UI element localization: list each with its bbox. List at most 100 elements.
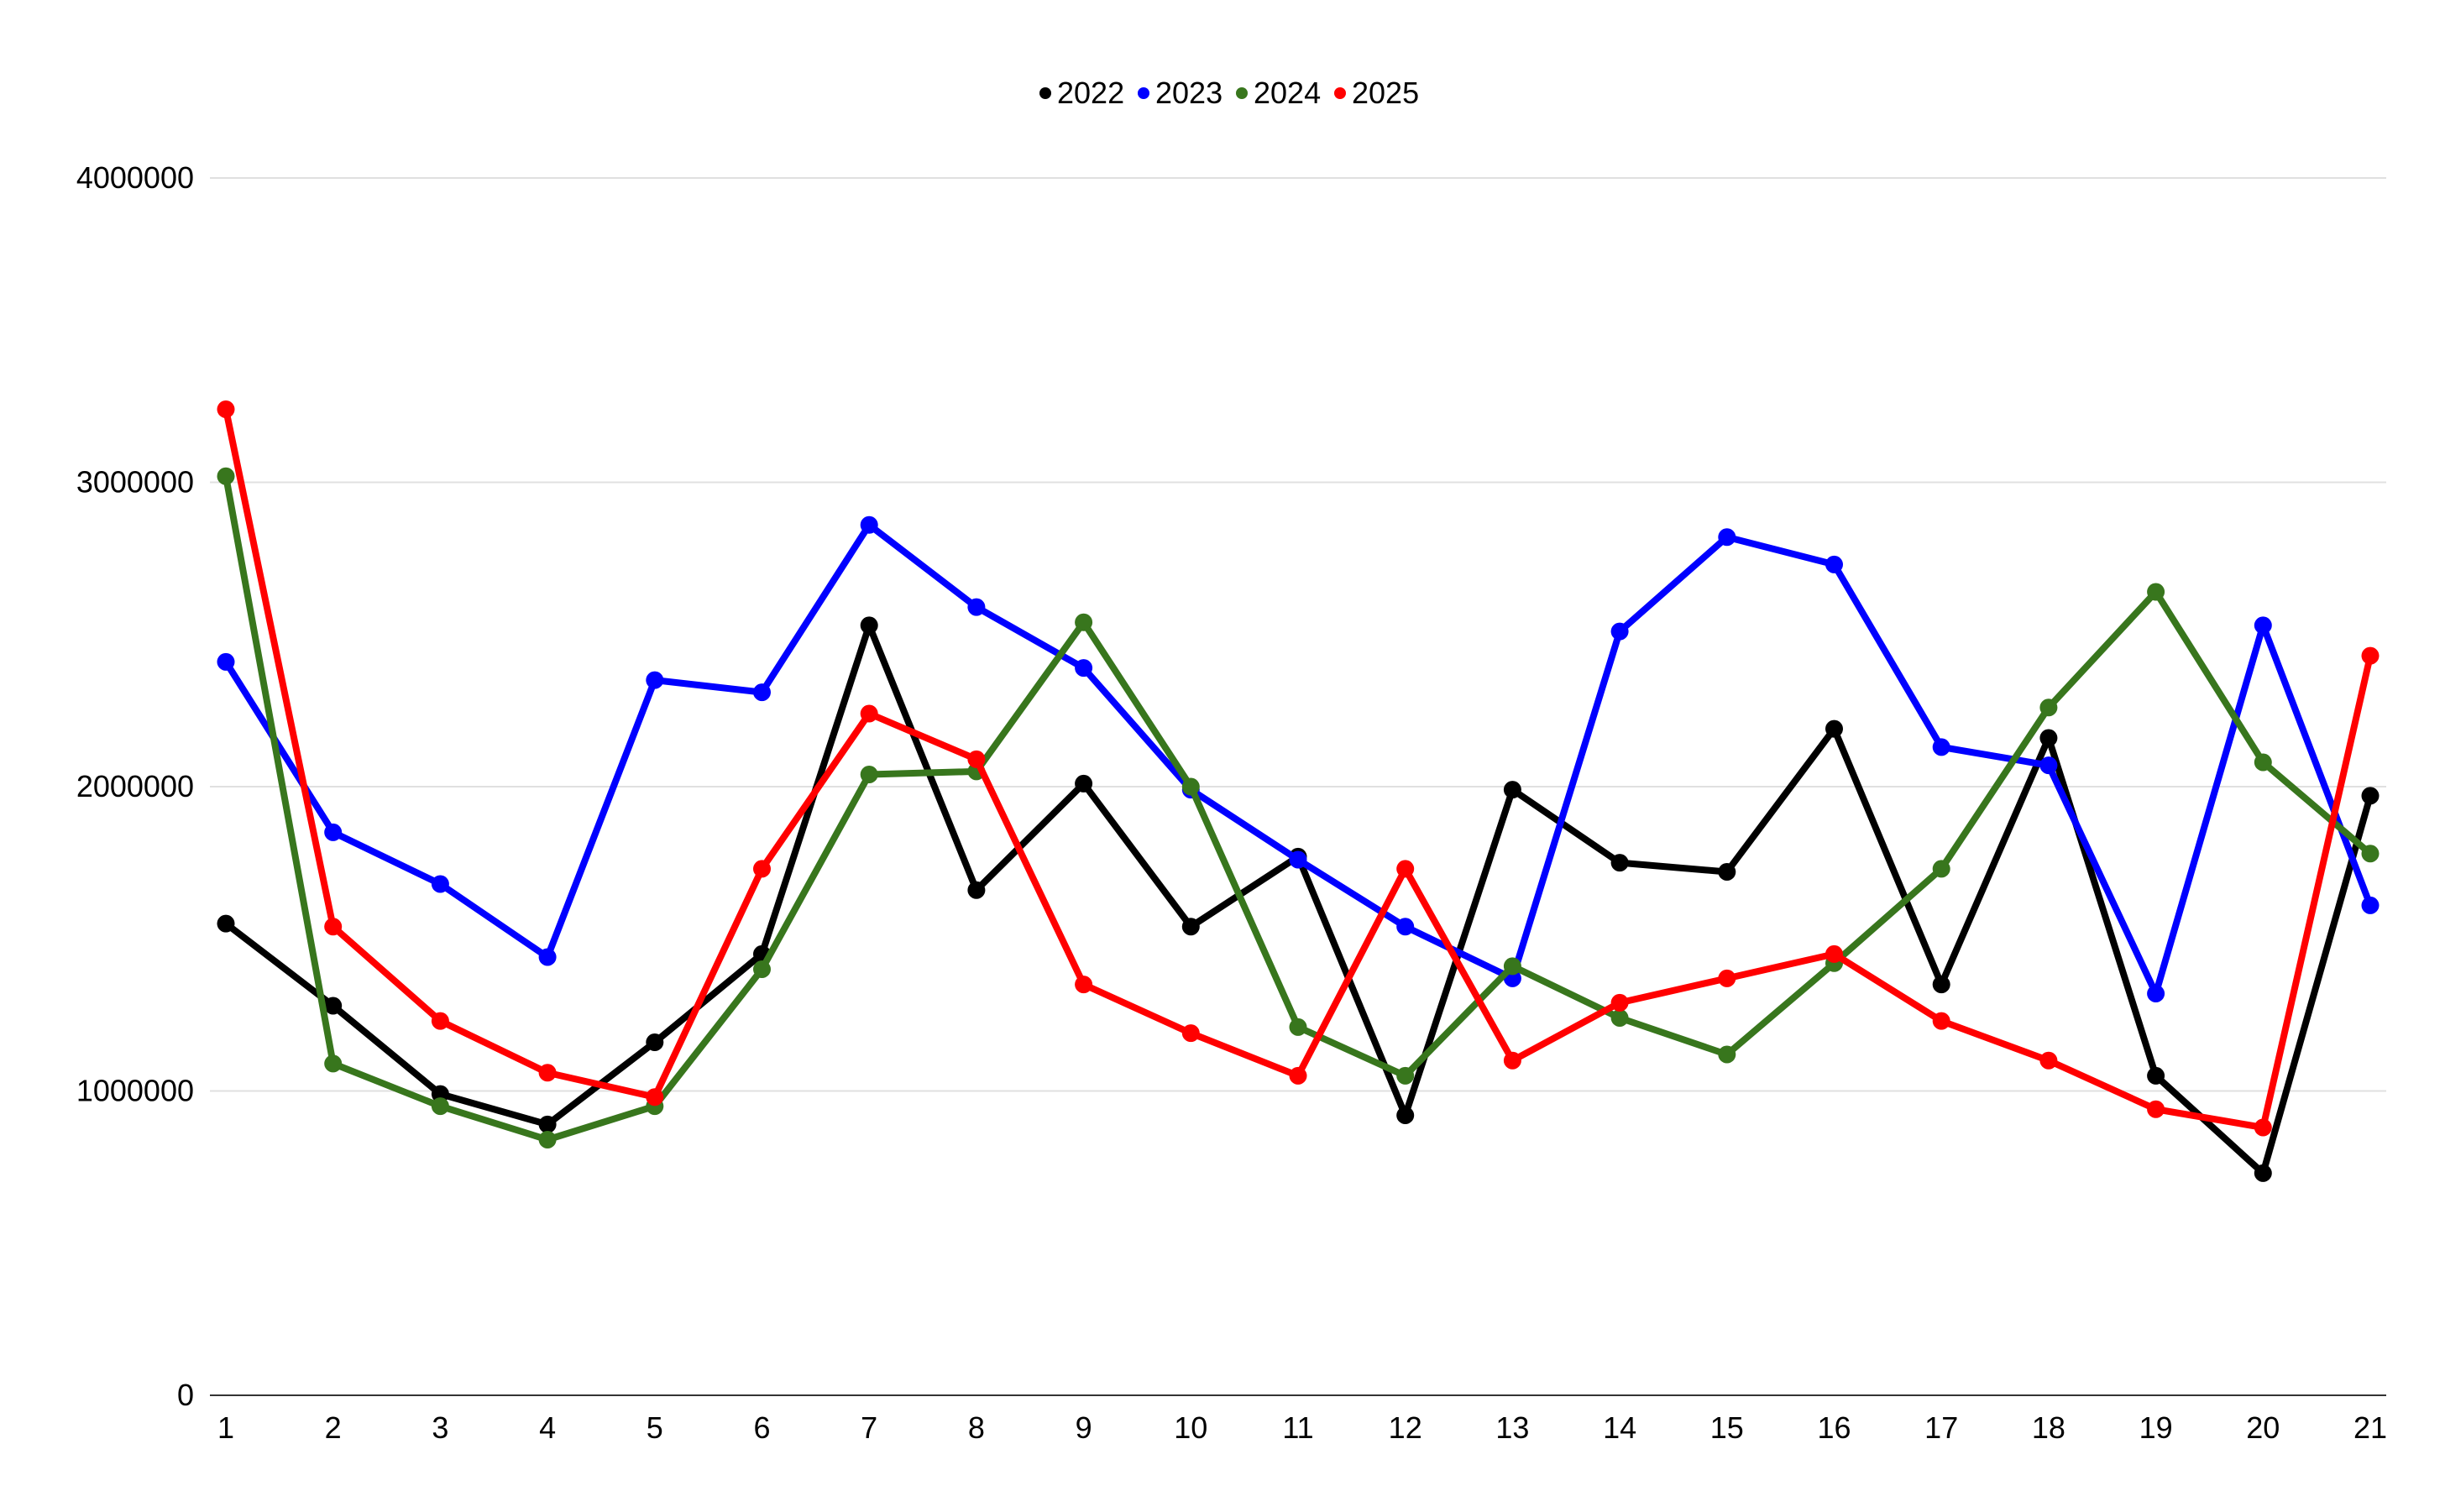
data-point bbox=[431, 1097, 449, 1116]
data-point bbox=[860, 515, 878, 534]
data-point bbox=[431, 1085, 449, 1103]
data-point bbox=[1181, 1024, 1200, 1043]
legend: 2022 2023 2024 2025 bbox=[1039, 76, 1419, 110]
gridlines bbox=[210, 177, 2386, 1092]
y-tick-label: 0 bbox=[177, 1378, 194, 1412]
series-group bbox=[217, 400, 2380, 1182]
data-point bbox=[1181, 918, 1200, 936]
data-point bbox=[538, 1131, 557, 1148]
y-tick-label: 4000000 bbox=[76, 160, 194, 195]
data-point bbox=[2361, 896, 2380, 914]
data-point bbox=[1503, 781, 1521, 799]
x-tick-label: 15 bbox=[1710, 1410, 1744, 1445]
data-point bbox=[967, 750, 986, 768]
x-tick-label: 16 bbox=[1817, 1410, 1851, 1445]
data-point bbox=[217, 467, 235, 485]
legend-marker bbox=[1138, 87, 1149, 99]
data-point bbox=[2039, 756, 2058, 775]
data-point bbox=[217, 914, 235, 933]
data-point bbox=[324, 1054, 343, 1073]
data-point bbox=[646, 1033, 664, 1051]
legend-item-2024: 2024 bbox=[1236, 76, 1321, 110]
data-point bbox=[1610, 993, 1629, 1012]
x-tick-label: 20 bbox=[2246, 1410, 2280, 1445]
data-point bbox=[2254, 753, 2272, 772]
data-point bbox=[753, 960, 771, 978]
x-tick-label: 12 bbox=[1389, 1410, 1422, 1445]
y-tick-label: 3000000 bbox=[76, 465, 194, 500]
legend-label: 2025 bbox=[1352, 76, 1419, 110]
data-point bbox=[860, 704, 878, 723]
data-point bbox=[1075, 613, 1093, 631]
data-point bbox=[324, 823, 343, 841]
data-point bbox=[2039, 1051, 2058, 1070]
data-point bbox=[1825, 555, 1843, 573]
data-point bbox=[2147, 583, 2165, 601]
data-point bbox=[1932, 860, 1950, 878]
data-point bbox=[1718, 528, 1736, 547]
data-point bbox=[1075, 774, 1093, 793]
data-point bbox=[217, 652, 235, 671]
data-point bbox=[2039, 729, 2058, 747]
legend-item-2025: 2025 bbox=[1334, 76, 1419, 110]
legend-marker bbox=[1236, 87, 1248, 99]
x-tick-label: 5 bbox=[647, 1410, 663, 1445]
data-point bbox=[1825, 944, 1843, 963]
data-point bbox=[646, 671, 664, 689]
data-point bbox=[1932, 1012, 1950, 1030]
data-point bbox=[538, 1115, 557, 1133]
data-point bbox=[217, 400, 235, 418]
x-tick-label: 14 bbox=[1603, 1410, 1636, 1445]
data-point bbox=[2147, 985, 2165, 1002]
data-point bbox=[1396, 918, 1415, 936]
legend-label: 2023 bbox=[1155, 76, 1222, 110]
data-point bbox=[2361, 787, 2380, 805]
data-point bbox=[2147, 1100, 2165, 1118]
x-tick-label: 19 bbox=[2139, 1410, 2173, 1445]
data-point bbox=[1289, 1018, 1307, 1036]
y-tick-label: 1000000 bbox=[76, 1074, 194, 1108]
data-point bbox=[324, 997, 343, 1015]
x-tick-label: 7 bbox=[861, 1410, 877, 1445]
data-point bbox=[1396, 1066, 1415, 1085]
legend-marker bbox=[1334, 87, 1346, 99]
data-point bbox=[753, 860, 771, 878]
data-point bbox=[2361, 845, 2380, 863]
data-point bbox=[431, 875, 449, 893]
x-tick-label: 11 bbox=[1282, 1410, 1313, 1445]
x-axis-ticks: 1 2 3 4 5 6 7 8 9 10 11 12 13 14 15 16 17 18 19 20 21 bbox=[217, 1410, 2387, 1445]
series-2023 bbox=[217, 515, 2380, 1002]
x-tick-label: 1 bbox=[217, 1410, 234, 1445]
data-point bbox=[431, 1012, 449, 1030]
data-point bbox=[1396, 860, 1415, 878]
x-tick-label: 10 bbox=[1174, 1410, 1207, 1445]
legend-label: 2022 bbox=[1057, 76, 1124, 110]
series-2024 bbox=[217, 467, 2380, 1148]
data-point bbox=[1289, 850, 1307, 869]
data-point bbox=[2254, 1164, 2272, 1182]
data-point bbox=[1181, 777, 1200, 796]
data-point bbox=[2254, 616, 2272, 635]
y-tick-label: 2000000 bbox=[76, 769, 194, 803]
x-tick-label: 18 bbox=[2032, 1410, 2065, 1445]
data-point bbox=[1396, 1107, 1415, 1124]
data-point bbox=[1289, 1066, 1307, 1085]
data-point bbox=[1825, 719, 1843, 738]
legend-label: 2024 bbox=[1254, 76, 1321, 110]
x-tick-label: 13 bbox=[1495, 1410, 1529, 1445]
x-tick-label: 4 bbox=[539, 1410, 556, 1445]
data-point bbox=[1075, 659, 1093, 678]
data-point bbox=[538, 948, 557, 966]
data-point bbox=[1503, 1051, 1521, 1070]
x-tick-label: 3 bbox=[432, 1410, 448, 1445]
y-axis-ticks: 0 1000000 2000000 3000000 4000000 bbox=[76, 160, 194, 1412]
data-point bbox=[1932, 976, 1950, 994]
data-point bbox=[646, 1088, 664, 1107]
x-tick-label: 2 bbox=[325, 1410, 342, 1445]
data-point bbox=[967, 881, 986, 899]
series-2025 bbox=[217, 400, 2380, 1137]
data-point bbox=[1610, 622, 1629, 641]
data-point bbox=[1075, 976, 1093, 994]
data-point bbox=[1610, 1009, 1629, 1027]
